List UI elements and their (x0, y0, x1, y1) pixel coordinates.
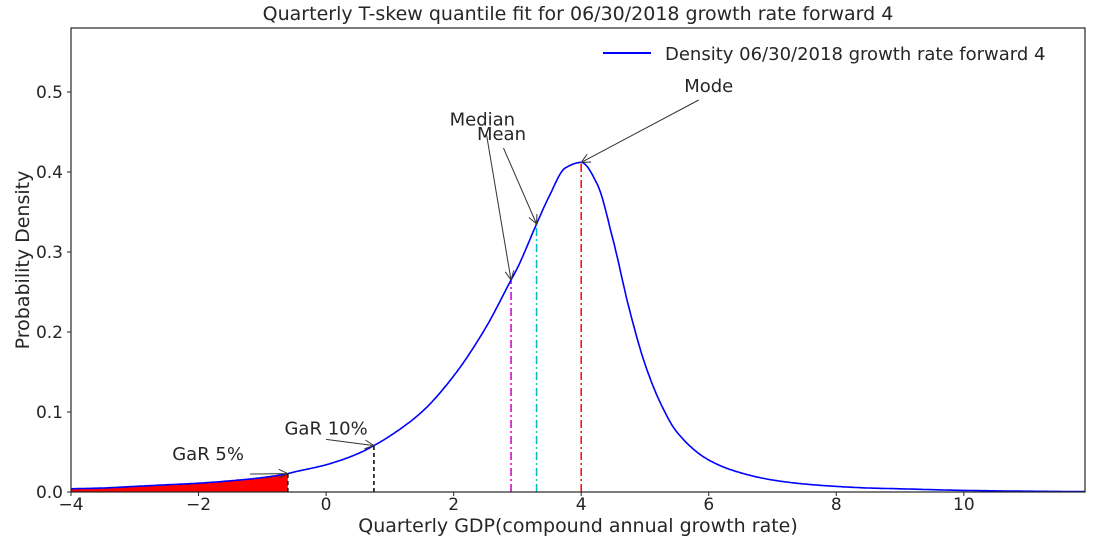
legend: Density 06/30/2018 growth rate forward 4 (603, 44, 1045, 65)
x-tick-label: 0 (321, 495, 332, 515)
x-tick-label: −2 (186, 495, 211, 515)
annotation-arrow (486, 134, 511, 280)
legend-label: Density 06/30/2018 growth rate forward 4 (665, 44, 1045, 65)
shaded-tail-area (71, 474, 288, 492)
y-tick-label: 0.1 (36, 403, 63, 423)
y-tick-label: 0.0 (36, 483, 63, 503)
x-axis-label: Quarterly GDP(compound annual growth rat… (358, 515, 798, 537)
y-tick-label: 0.5 (36, 83, 63, 103)
annotation-arrow (503, 148, 536, 224)
x-tick-label: 8 (831, 495, 842, 515)
annotation-label: GaR 10% (284, 418, 367, 439)
y-tick-label: 0.3 (36, 243, 63, 263)
y-tick-label: 0.2 (36, 323, 63, 343)
x-tick-label: 10 (953, 495, 975, 515)
x-tick-label: 2 (448, 495, 459, 515)
density-curve-layer (71, 162, 1085, 491)
x-tick-label: 4 (576, 495, 587, 515)
y-tick-label: 0.4 (36, 163, 63, 183)
chart-title: Quarterly T-skew quantile fit for 06/30/… (263, 3, 894, 25)
annotation-label: GaR 5% (172, 444, 244, 465)
annotation-label: Mean (477, 124, 526, 145)
vertical-lines-layer (288, 162, 581, 492)
y-axis-ticks: 0.0 0.1 0.2 0.3 0.4 0.5 (36, 83, 71, 503)
annotation-arrow (581, 100, 699, 162)
plot-frame (71, 28, 1085, 492)
y-axis-label: Probability Density (12, 171, 34, 350)
x-tick-label: 6 (703, 495, 714, 515)
annotation-label: Mode (684, 76, 733, 97)
shaded-tail-layer (71, 474, 288, 492)
density-line (71, 162, 1085, 491)
